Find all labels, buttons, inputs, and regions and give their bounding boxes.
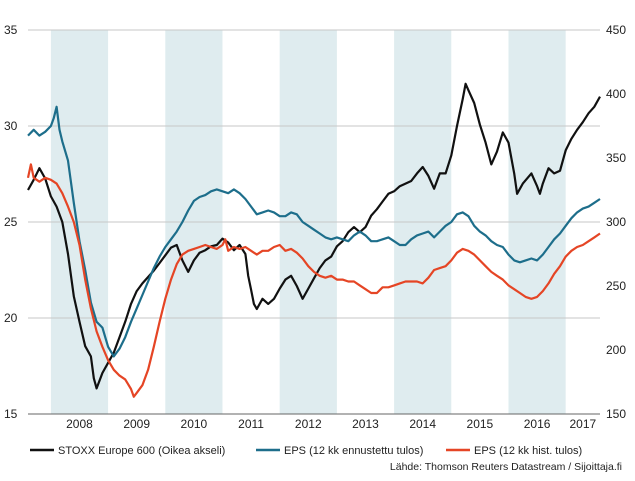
x-tick-label: 2017 bbox=[569, 417, 596, 431]
legend-label-3: EPS (12 kk hist. tulos) bbox=[474, 445, 582, 457]
x-tick-label: 2012 bbox=[295, 417, 322, 431]
right-axis-ticks: 150 200 250 300 350 400 450 bbox=[606, 23, 626, 421]
x-tick-label: 2016 bbox=[524, 417, 551, 431]
grid-lines bbox=[28, 29, 600, 319]
y-right-tick-label: 200 bbox=[606, 343, 626, 357]
series-lines bbox=[26, 82, 601, 398]
y-right-tick-label: 300 bbox=[606, 215, 626, 229]
legend-label-2: EPS (12 kk ennustettu tulos) bbox=[284, 445, 423, 457]
x-tick-label: 2011 bbox=[238, 417, 264, 431]
y-right-tick-label: 350 bbox=[606, 151, 626, 165]
y-left-tick-label: 20 bbox=[4, 311, 18, 325]
y-right-tick-label: 400 bbox=[606, 87, 626, 101]
series-line-3 bbox=[26, 163, 601, 398]
y-left-tick-label: 15 bbox=[4, 407, 18, 421]
x-tick-label: 2014 bbox=[409, 417, 436, 431]
legend: STOXX Europe 600 (Oikea akseli) EPS (12 k… bbox=[30, 445, 582, 457]
y-left-tick-label: 30 bbox=[4, 119, 18, 133]
source-note: Lähde: Thomson Reuters Datastream / Sijo… bbox=[390, 461, 622, 473]
x-axis-ticks: 2008 2009 2010 2011 2012 2013 2014 2015 2016 2017 bbox=[66, 417, 596, 431]
y-left-tick-label: 35 bbox=[4, 23, 18, 37]
series-line-1 bbox=[27, 82, 601, 390]
x-tick-label: 2015 bbox=[467, 417, 494, 431]
y-right-tick-label: 450 bbox=[606, 23, 626, 37]
x-tick-label: 2009 bbox=[123, 417, 150, 431]
x-tick-label: 2010 bbox=[181, 417, 208, 431]
legend-label-1: STOXX Europe 600 (Oikea akseli) bbox=[58, 445, 225, 457]
y-right-tick-label: 150 bbox=[606, 407, 626, 421]
x-tick-label: 2013 bbox=[352, 417, 379, 431]
y-right-tick-label: 250 bbox=[606, 279, 626, 293]
y-left-tick-label: 25 bbox=[4, 215, 18, 229]
x-tick-label: 2008 bbox=[66, 417, 93, 431]
series-line-2 bbox=[27, 105, 601, 358]
left-axis-ticks: 15 20 25 30 35 bbox=[4, 23, 18, 421]
